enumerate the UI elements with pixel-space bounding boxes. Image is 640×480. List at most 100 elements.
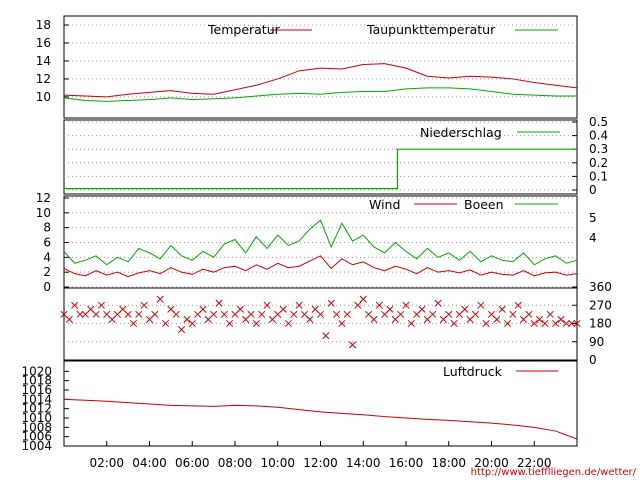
direction-marker (349, 341, 357, 349)
direction-marker (375, 301, 383, 309)
wind-series-line-0 (63, 255, 578, 278)
direction-marker-stroke (60, 310, 68, 318)
x-tick-label: 04:00 (132, 456, 167, 470)
direction-marker-stroke (482, 319, 490, 328)
direction-marker (471, 310, 480, 318)
direction-marker-stroke (76, 310, 84, 318)
direction-marker (359, 295, 367, 303)
direction-marker (316, 310, 325, 318)
temperature-tick-label: 10 (36, 90, 51, 104)
direction-marker-stroke (252, 319, 260, 328)
legend-label-temperatur: Temperatur (207, 22, 281, 37)
direction-marker (343, 310, 351, 318)
direction-marker (450, 319, 458, 328)
direction-marker (568, 319, 576, 328)
direction-marker (92, 310, 100, 318)
direction-marker (263, 301, 271, 309)
direction-marker-stroke (359, 295, 367, 303)
legend-label-wind: Wind (369, 197, 400, 212)
pressure-tick-label: 1018 (21, 374, 52, 388)
direction-marker-stroke (365, 310, 373, 318)
direction-marker (252, 319, 260, 328)
direction-marker (71, 301, 79, 309)
direction-marker-stroke (103, 310, 111, 318)
direction-marker-stroke (487, 310, 496, 318)
x-tick-label: 02:00 (89, 456, 124, 470)
direction-marker (338, 319, 346, 328)
precipitation-tick-label: 0.5 (589, 115, 608, 129)
wind-tick-label: 10 (36, 206, 51, 220)
precipitation-series-line (64, 148, 577, 190)
direction-marker-stroke (151, 310, 159, 318)
direction-marker-stroke (477, 301, 485, 309)
direction-marker (503, 319, 512, 328)
pressure-tick-label: 1006 (21, 430, 52, 444)
direction-marker-stroke (546, 310, 554, 318)
direction-marker (306, 315, 314, 323)
x-tick-label: 22:00 (517, 456, 552, 470)
footer-url[interactable]: http://www.tiefflliegen.de/wetter/ (471, 467, 637, 478)
direction-marker (418, 305, 426, 313)
temperature-tick-label: 12 (36, 72, 51, 86)
direction-tick-label: 360 (589, 280, 612, 294)
direction-marker (493, 315, 501, 323)
x-tick-label: 12:00 (303, 456, 338, 470)
direction-marker (477, 301, 485, 309)
pressure-tick-label: 1016 (21, 383, 52, 397)
direction-marker (129, 319, 138, 328)
direction-marker (552, 319, 560, 328)
direction-marker-stroke (525, 310, 533, 318)
direction-marker-stroke (300, 310, 309, 318)
direction-marker (247, 310, 255, 318)
direction-marker-stroke (509, 310, 517, 318)
direction-marker (188, 319, 196, 328)
direction-marker-stroke (129, 319, 138, 328)
direction-marker (370, 315, 378, 323)
precipitation-tick-label: 0 (589, 183, 597, 197)
pressure-tick-label: 1012 (21, 402, 52, 416)
direction-marker (151, 310, 159, 318)
direction-marker-stroke (450, 319, 458, 328)
x-tick-label: 10:00 (260, 456, 295, 470)
direction-marker (562, 319, 570, 328)
plots: 101214161800.10.20.30.40.502468101245090… (21, 18, 611, 470)
direction-marker-stroke (573, 319, 581, 328)
direction-marker-stroke (370, 315, 378, 323)
legend-label-boeen: Boeen (464, 197, 504, 212)
direction-tick-label: 90 (589, 335, 604, 349)
direction-marker-stroke (156, 295, 164, 303)
direction-marker-stroke (375, 301, 383, 309)
panel-frame-0 (63, 15, 578, 119)
direction-marker (215, 299, 223, 307)
direction-marker-stroke (92, 310, 100, 318)
x-tick-label: 08:00 (218, 456, 253, 470)
legend-label-taupunkttemperatur: Taupunkttemperatur (366, 22, 496, 37)
direction-marker-stroke (557, 315, 565, 323)
wind-series-line-1 (63, 219, 578, 266)
direction-marker (76, 310, 84, 318)
direction-marker (429, 310, 437, 318)
direction-marker (226, 319, 234, 328)
precipitation-tick-label: 0.1 (589, 169, 608, 183)
direction-marker (322, 332, 330, 340)
temperature-tick-label: 14 (36, 54, 51, 68)
direction-marker-stroke (568, 319, 576, 328)
panel-frame-1 (63, 119, 578, 195)
direction-marker-stroke (530, 319, 538, 328)
wind-tick-label: 0 (43, 280, 51, 294)
direction-marker-stroke (541, 319, 549, 328)
direction-marker-stroke (434, 299, 442, 307)
direction-marker-stroke (226, 319, 234, 328)
direction-marker (509, 310, 517, 318)
direction-marker (284, 319, 292, 328)
direction-marker (199, 305, 207, 313)
direction-marker-stroke (402, 301, 410, 309)
direction-marker (514, 301, 522, 309)
wind-tick-label: 8 (43, 221, 51, 235)
direction-marker (546, 310, 554, 318)
direction-marker (183, 315, 191, 323)
direction-marker (65, 315, 73, 323)
direction-marker (536, 315, 544, 323)
direction-marker-stroke (161, 319, 170, 328)
direction-marker-stroke (514, 301, 522, 309)
